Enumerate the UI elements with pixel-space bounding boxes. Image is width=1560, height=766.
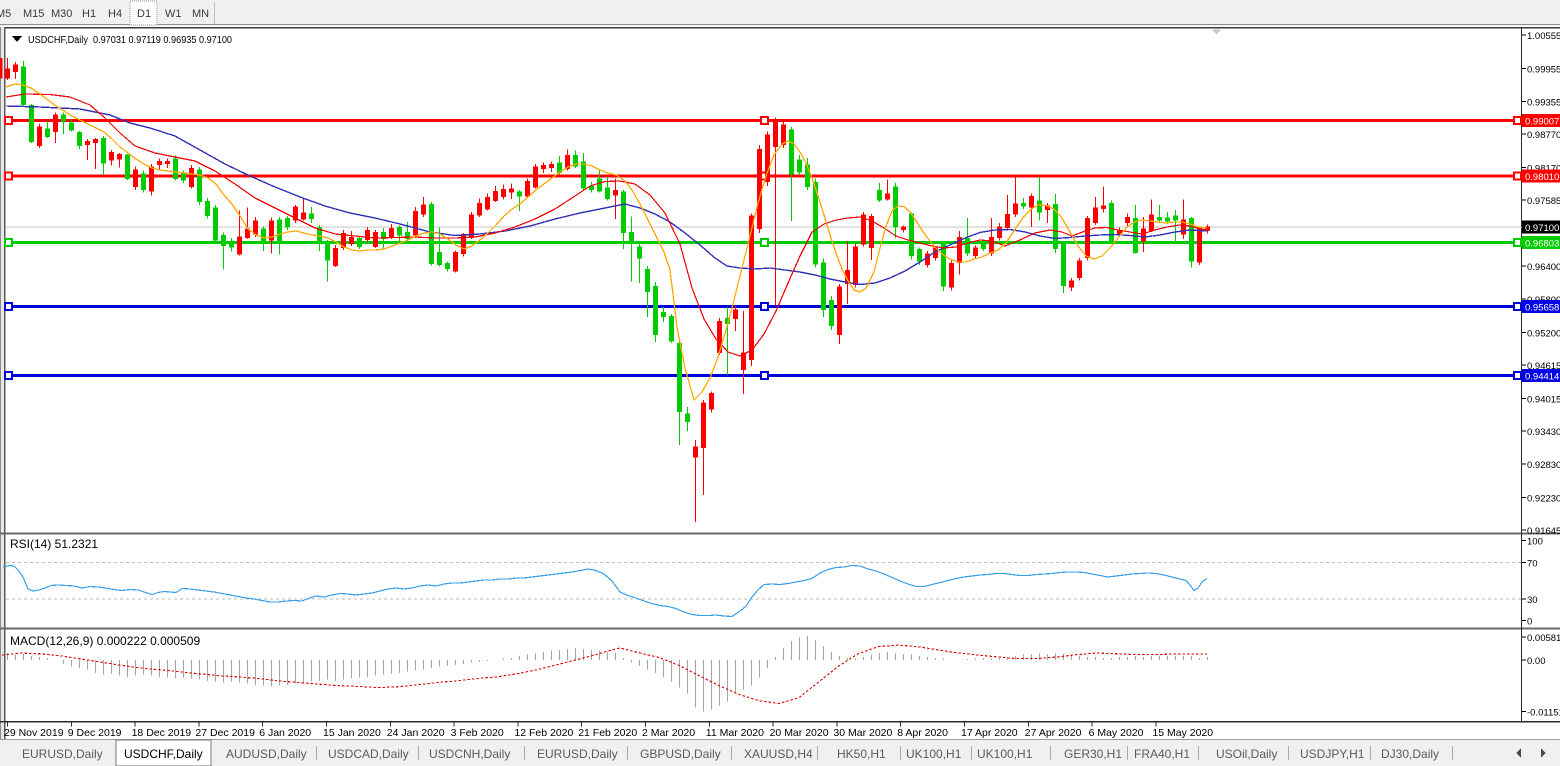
svg-text:0.99955: 0.99955 (1527, 64, 1560, 75)
svg-text:USDCHF,Daily 0.97031 0.97119: USDCHF,Daily 0.97031 0.97119 0.96935 0.9… (28, 34, 232, 46)
svg-text:15 Jan 2020: 15 Jan 2020 (323, 727, 381, 739)
svg-text:USDJPY,H1: USDJPY,H1 (1300, 747, 1365, 761)
svg-text:70: 70 (1527, 558, 1538, 569)
svg-text:FRA40,H1: FRA40,H1 (1134, 747, 1190, 761)
svg-text:UK100,H1: UK100,H1 (906, 747, 962, 761)
svg-text:17 Apr 2020: 17 Apr 2020 (961, 727, 1018, 739)
svg-text:USDCNH,Daily: USDCNH,Daily (429, 747, 510, 761)
svg-text:0.96803: 0.96803 (1525, 239, 1559, 250)
svg-text:6 Jan 2020: 6 Jan 2020 (259, 727, 311, 739)
svg-text:USOil,Daily: USOil,Daily (1216, 747, 1277, 761)
svg-text:12 Feb 2020: 12 Feb 2020 (514, 727, 573, 739)
svg-text:MN: MN (192, 8, 209, 20)
svg-text:0.99007: 0.99007 (1525, 117, 1559, 128)
svg-text:0.92230: 0.92230 (1527, 494, 1560, 505)
svg-text:27 Apr 2020: 27 Apr 2020 (1025, 727, 1082, 739)
svg-text:0.00: 0.00 (1527, 656, 1546, 667)
svg-text:0.92830: 0.92830 (1527, 460, 1560, 471)
svg-text:M15: M15 (23, 8, 44, 20)
svg-text:GER30,H1: GER30,H1 (1064, 747, 1122, 761)
svg-text:0.005818: 0.005818 (1527, 633, 1560, 644)
svg-text:HK50,H1: HK50,H1 (837, 747, 886, 761)
svg-text:-0.011512: -0.011512 (1527, 707, 1560, 718)
svg-text:AUDUSD,Daily: AUDUSD,Daily (226, 747, 307, 761)
svg-text:0.95200: 0.95200 (1527, 329, 1560, 340)
svg-text:2 Mar 2020: 2 Mar 2020 (642, 727, 695, 739)
svg-text:18 Dec 2019: 18 Dec 2019 (132, 727, 192, 739)
svg-text:11 Mar 2020: 11 Mar 2020 (706, 727, 764, 739)
svg-text:0.94414: 0.94414 (1525, 372, 1559, 383)
svg-text:0: 0 (1527, 617, 1532, 628)
svg-text:6 May 2020: 6 May 2020 (1089, 727, 1144, 739)
svg-text:0.94615: 0.94615 (1527, 361, 1560, 372)
svg-text:8 Apr 2020: 8 Apr 2020 (897, 727, 948, 739)
svg-text:GBPUSD,Daily: GBPUSD,Daily (640, 747, 721, 761)
svg-text:RSI(14) 51.2321: RSI(14) 51.2321 (10, 537, 98, 551)
svg-text:0.93430: 0.93430 (1527, 427, 1560, 438)
svg-text:0.99355: 0.99355 (1527, 98, 1560, 109)
svg-text:29 Nov 2019: 29 Nov 2019 (4, 727, 64, 739)
svg-text:USDCAD,Daily: USDCAD,Daily (328, 747, 409, 761)
svg-text:0.94015: 0.94015 (1527, 394, 1560, 405)
svg-text:H1: H1 (82, 8, 96, 20)
svg-text:30 Mar 2020: 30 Mar 2020 (833, 727, 892, 739)
svg-text:24 Jan 2020: 24 Jan 2020 (387, 727, 445, 739)
svg-text:EURUSD,Daily: EURUSD,Daily (22, 747, 103, 761)
svg-text:M5: M5 (0, 8, 11, 20)
svg-text:100: 100 (1527, 537, 1543, 548)
svg-text:0.96400: 0.96400 (1527, 262, 1560, 273)
svg-text:30: 30 (1527, 595, 1538, 606)
svg-text:0.95658: 0.95658 (1525, 303, 1559, 314)
svg-text:UK100,H1: UK100,H1 (977, 747, 1033, 761)
svg-text:27 Dec 2019: 27 Dec 2019 (195, 727, 255, 739)
svg-text:9 Dec 2019: 9 Dec 2019 (68, 727, 122, 739)
svg-text:DJ30,Daily: DJ30,Daily (1381, 747, 1439, 761)
svg-text:0.98010: 0.98010 (1525, 172, 1559, 183)
svg-text:0.97100: 0.97100 (1525, 223, 1559, 234)
svg-text:0.91645: 0.91645 (1527, 526, 1560, 537)
svg-text:EURUSD,Daily: EURUSD,Daily (537, 747, 618, 761)
svg-text:USDCHF,Daily: USDCHF,Daily (124, 747, 203, 761)
svg-text:H4: H4 (108, 8, 122, 20)
svg-text:W1: W1 (165, 8, 182, 20)
svg-text:21 Feb 2020: 21 Feb 2020 (578, 727, 637, 739)
svg-text:3 Feb 2020: 3 Feb 2020 (451, 727, 504, 739)
svg-text:M30: M30 (51, 8, 72, 20)
svg-text:XAUUSD,H4: XAUUSD,H4 (744, 747, 813, 761)
svg-text:20 Mar 2020: 20 Mar 2020 (770, 727, 829, 739)
svg-text:0.97585: 0.97585 (1527, 196, 1560, 207)
svg-text:1.00555: 1.00555 (1527, 31, 1560, 42)
svg-text:MACD(12,26,9) 0.000222 0.00050: MACD(12,26,9) 0.000222 0.000509 (10, 634, 200, 648)
svg-text:0.98170: 0.98170 (1527, 164, 1560, 175)
svg-text:D1: D1 (137, 8, 151, 20)
svg-text:0.98770: 0.98770 (1527, 130, 1560, 141)
svg-text:15 May 2020: 15 May 2020 (1152, 727, 1213, 739)
